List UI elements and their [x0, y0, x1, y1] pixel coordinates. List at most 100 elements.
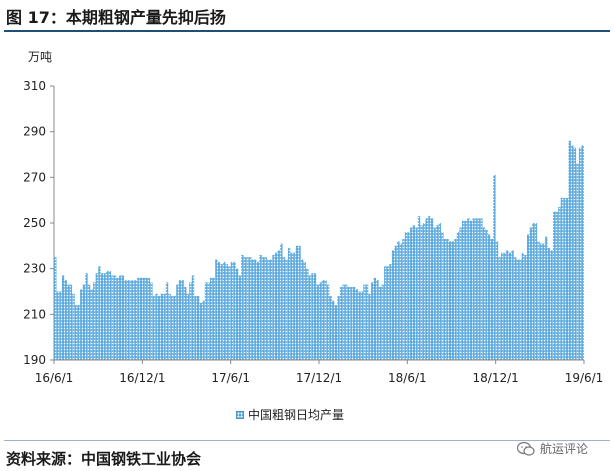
bar: [451, 241, 454, 360]
y-tick-label: 230: [23, 262, 46, 276]
bar: [259, 254, 262, 360]
bar: [506, 250, 509, 360]
bar: [550, 250, 553, 360]
bar: [215, 259, 218, 360]
bar: [459, 227, 462, 360]
bar: [67, 284, 70, 360]
bar: [578, 147, 582, 360]
bar: [108, 270, 112, 360]
bar: [498, 257, 501, 360]
bar: [298, 245, 301, 360]
bar: [342, 284, 345, 360]
bar: [303, 261, 306, 360]
bar: [352, 286, 356, 360]
bar: [74, 305, 78, 360]
bar: [64, 280, 67, 360]
bar: [355, 289, 358, 360]
bar: [181, 280, 184, 360]
bar: [251, 259, 254, 360]
bar: [254, 259, 257, 360]
bar: [93, 282, 96, 360]
bar: [321, 280, 325, 360]
bar: [436, 225, 439, 360]
bar: [513, 257, 517, 360]
bar: [77, 305, 80, 360]
bar: [126, 280, 130, 360]
bar: [316, 284, 319, 360]
bar: [526, 234, 530, 360]
bar: [139, 277, 143, 360]
bar: [552, 211, 556, 360]
bar: [381, 284, 384, 360]
bar: [503, 252, 506, 360]
bar: [119, 275, 122, 360]
bar: [209, 277, 213, 360]
bar: [482, 227, 486, 360]
y-tick-label: 210: [23, 307, 46, 321]
bar: [261, 257, 265, 360]
bar: [85, 273, 88, 360]
bar: [230, 261, 234, 360]
bar: [386, 266, 390, 360]
bar: [472, 218, 475, 360]
bar: [425, 218, 429, 360]
bar: [194, 296, 197, 360]
bar: [573, 147, 577, 360]
y-axis-unit-label: 万吨: [28, 50, 53, 64]
bar-series: [54, 140, 584, 360]
y-tick-label: 270: [23, 170, 46, 184]
bar: [152, 296, 156, 360]
bar: [176, 284, 179, 360]
bar: [212, 277, 215, 360]
bar: [389, 264, 392, 360]
bar: [90, 289, 93, 360]
bar: [485, 229, 488, 360]
bar: [433, 227, 436, 360]
bar: [469, 220, 473, 360]
bar: [165, 282, 169, 360]
bar: [462, 220, 465, 360]
bar: [495, 241, 499, 360]
bar: [207, 282, 210, 360]
bar: [142, 277, 145, 360]
bar: [563, 197, 566, 360]
bar: [423, 223, 426, 360]
bar: [197, 296, 200, 360]
x-tick-label: 18/6/1: [388, 371, 427, 385]
bar: [529, 227, 532, 360]
bar: [326, 284, 330, 360]
bar: [267, 259, 270, 360]
legend-swatch: [236, 410, 244, 419]
bar: [493, 175, 496, 360]
bar: [178, 280, 182, 360]
bar: [134, 280, 138, 360]
bar: [542, 243, 545, 360]
bar: [228, 266, 231, 360]
bar: [474, 218, 478, 360]
x-tick-label: 16/6/1: [35, 371, 74, 385]
chart-legend: 中国粗钢日均产量: [236, 406, 344, 423]
bar: [277, 250, 280, 360]
bar: [558, 207, 561, 360]
bar: [397, 241, 400, 360]
bar: [519, 259, 522, 360]
bar: [430, 218, 434, 360]
bar: [329, 296, 332, 360]
bar: [410, 227, 413, 360]
bar: [306, 268, 309, 360]
bar: [480, 218, 483, 360]
x-tick-label: 19/6/1: [565, 371, 604, 385]
bar: [545, 236, 548, 360]
bar: [537, 241, 540, 360]
wechat-icon: [516, 441, 536, 457]
bar: [280, 243, 283, 360]
bar: [337, 296, 340, 360]
bar: [158, 296, 161, 360]
y-tick-label: 290: [23, 125, 46, 139]
bar: [238, 275, 241, 360]
bar: [98, 266, 101, 360]
bar: [103, 273, 106, 360]
bar: [412, 225, 416, 360]
bar: [454, 238, 457, 360]
watermark-text: 航运评论: [540, 442, 589, 456]
